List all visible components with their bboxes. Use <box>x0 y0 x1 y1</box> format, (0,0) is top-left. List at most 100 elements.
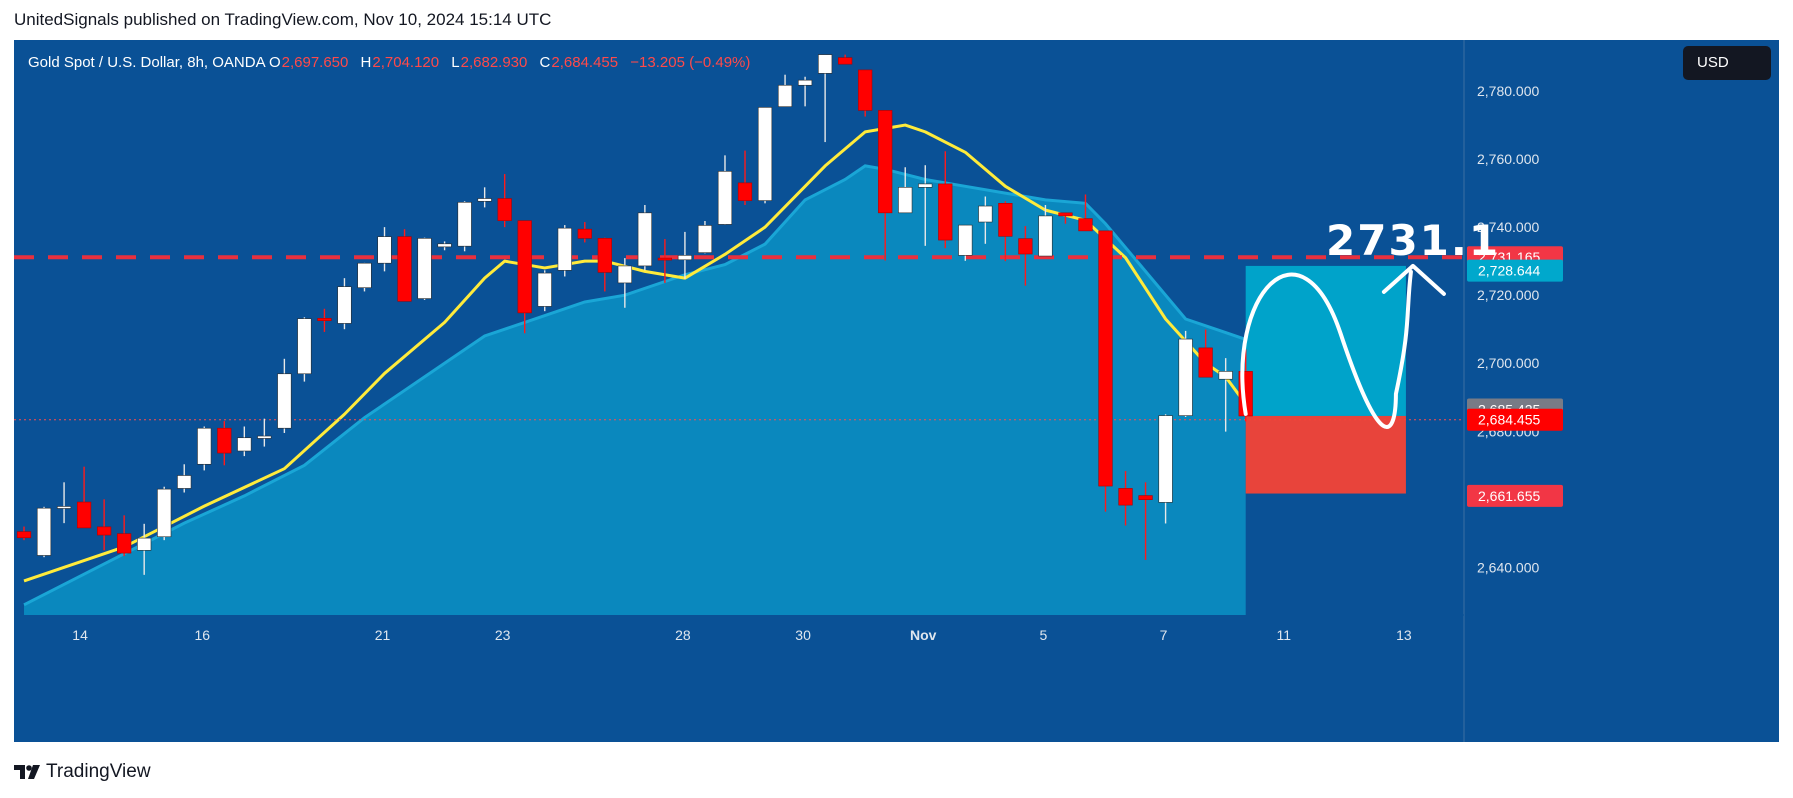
candle[interactable] <box>1098 230 1113 512</box>
candle[interactable] <box>617 258 632 308</box>
candle-body[interactable] <box>637 212 652 267</box>
candle-body[interactable] <box>237 437 252 452</box>
candle-body[interactable] <box>177 475 192 489</box>
candle[interactable] <box>56 482 72 524</box>
candle-body[interactable] <box>1118 488 1133 506</box>
candle-body[interactable] <box>557 227 572 271</box>
candle-body[interactable] <box>818 54 833 74</box>
candle-body[interactable] <box>918 183 933 188</box>
candle[interactable] <box>76 466 92 529</box>
candle-body[interactable] <box>1218 371 1233 380</box>
candle[interactable] <box>277 358 292 433</box>
candle-body[interactable] <box>617 265 632 284</box>
candle[interactable] <box>637 205 652 271</box>
candle[interactable] <box>137 523 152 575</box>
candle[interactable] <box>16 526 32 541</box>
candle-body[interactable] <box>938 183 953 241</box>
candle[interactable] <box>317 308 332 332</box>
candle[interactable] <box>257 418 272 447</box>
candle[interactable] <box>177 464 192 493</box>
candle-body[interactable] <box>297 318 312 375</box>
candle-body[interactable] <box>757 107 773 201</box>
candle[interactable] <box>838 54 853 65</box>
tradingview-logo[interactable]: TradingView <box>14 761 151 783</box>
candle-body[interactable] <box>717 171 733 225</box>
candle[interactable] <box>1038 205 1053 257</box>
candle-body[interactable] <box>1198 347 1213 378</box>
annotation-price-text[interactable]: 2731.1 <box>1326 216 1500 265</box>
candle-body[interactable] <box>1178 338 1193 416</box>
candle[interactable] <box>878 110 893 261</box>
candle-body[interactable] <box>1058 212 1073 217</box>
candle-body[interactable] <box>777 84 793 107</box>
candle[interactable] <box>597 237 612 292</box>
candle-body[interactable] <box>437 243 452 248</box>
candle[interactable] <box>357 262 372 292</box>
candle[interactable] <box>1058 212 1073 224</box>
candle[interactable] <box>978 196 993 244</box>
candle-body[interactable] <box>197 427 212 465</box>
candle-body[interactable] <box>76 501 92 529</box>
candle-body[interactable] <box>477 198 492 202</box>
candle-body[interactable] <box>56 506 72 509</box>
candle-body[interactable] <box>497 198 512 221</box>
candle[interactable] <box>1078 194 1093 232</box>
candle[interactable] <box>577 222 592 243</box>
candle-body[interactable] <box>97 526 112 536</box>
candles-layer[interactable] <box>16 54 1253 575</box>
candle[interactable] <box>918 165 933 246</box>
symbol-name[interactable]: Gold Spot / U.S. Dollar, 8h, OANDA <box>28 54 265 71</box>
candle-body[interactable] <box>858 69 873 111</box>
drawing-layer[interactable] <box>1240 263 1446 430</box>
candle[interactable] <box>457 201 472 252</box>
candle[interactable] <box>958 224 973 261</box>
candle-body[interactable] <box>737 182 753 201</box>
candle[interactable] <box>437 241 452 251</box>
candle-body[interactable] <box>397 236 412 302</box>
candle-body[interactable] <box>537 272 552 307</box>
candle-body[interactable] <box>117 533 132 554</box>
candle-body[interactable] <box>1018 238 1033 255</box>
candle[interactable] <box>497 174 512 228</box>
candle-body[interactable] <box>517 220 532 314</box>
position-tool-layer[interactable] <box>1245 265 1406 494</box>
candle[interactable] <box>858 69 873 117</box>
candle-body[interactable] <box>597 238 612 273</box>
candle[interactable] <box>797 76 813 107</box>
candle-body[interactable] <box>1158 415 1173 503</box>
candle[interactable] <box>938 151 953 249</box>
candle-body[interactable] <box>657 257 673 261</box>
stop-loss-zone[interactable] <box>1245 415 1406 494</box>
candle[interactable] <box>417 237 432 300</box>
candle[interactable] <box>1178 330 1193 417</box>
candle[interactable] <box>297 317 312 382</box>
candle[interactable] <box>36 506 52 558</box>
candle-body[interactable] <box>697 225 713 253</box>
candle-body[interactable] <box>317 318 332 321</box>
candle[interactable] <box>1198 329 1213 378</box>
candle[interactable] <box>677 231 693 279</box>
candle-body[interactable] <box>36 507 52 556</box>
candle-body[interactable] <box>958 224 973 256</box>
candle[interactable] <box>998 201 1013 262</box>
candle-body[interactable] <box>838 57 853 65</box>
candle-body[interactable] <box>577 228 592 239</box>
currency-badge[interactable]: USD <box>1683 46 1771 80</box>
candle-body[interactable] <box>377 236 392 264</box>
candle[interactable] <box>657 239 673 283</box>
candle[interactable] <box>217 421 232 466</box>
candle-body[interactable] <box>357 262 372 288</box>
candle-body[interactable] <box>457 201 472 247</box>
candle-body[interactable] <box>1138 495 1153 500</box>
candle[interactable] <box>517 220 532 334</box>
candle[interactable] <box>97 499 112 551</box>
profit-target-zone[interactable] <box>1245 265 1406 416</box>
candle-body[interactable] <box>417 238 432 299</box>
candle[interactable] <box>1138 482 1153 560</box>
candle-body[interactable] <box>898 187 913 214</box>
candle[interactable] <box>337 278 352 330</box>
candle-body[interactable] <box>337 286 352 324</box>
candle[interactable] <box>717 155 733 225</box>
projection-arrowhead[interactable] <box>1381 263 1446 296</box>
candle[interactable] <box>197 426 212 471</box>
